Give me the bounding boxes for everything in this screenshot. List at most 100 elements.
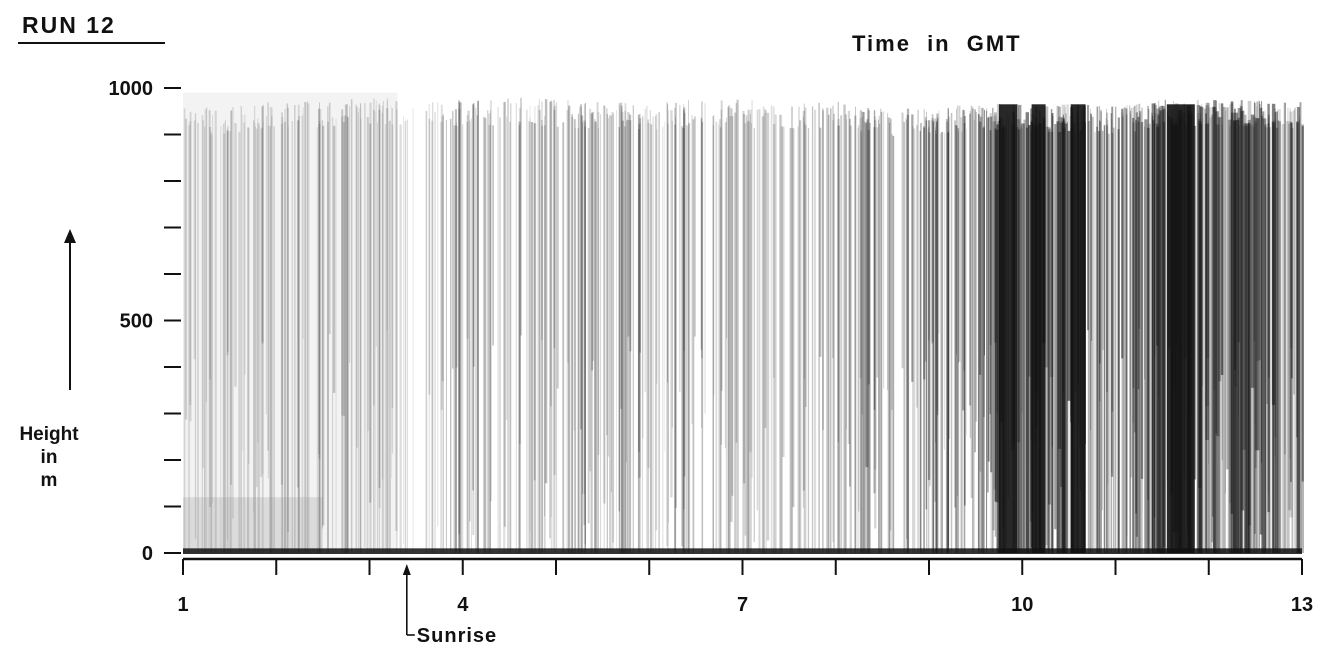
echo-streak [244,114,246,375]
echo-streak [1284,102,1286,455]
echo-streak [606,108,608,436]
echo-streak [728,105,731,554]
echo-streak [864,121,867,554]
echo-streak [506,116,508,420]
echo-streak [1294,107,1296,554]
echo-streak [267,102,269,451]
echo-streak [225,120,226,553]
echo-streak [1090,113,1092,553]
echo-streak [280,123,283,554]
echo-streak [607,117,610,457]
echo-streak [1099,121,1101,364]
echo-streak [450,119,452,553]
echo-streak [758,109,761,553]
echo-streak [837,118,840,554]
echo-streak [803,103,806,553]
echo-streak [936,113,939,553]
echo-streak [520,97,522,336]
echo-streak [743,114,746,484]
echo-streak [262,104,264,553]
echo-streak [582,122,583,494]
echo-streak [730,108,733,522]
echo-streak [1198,119,1200,553]
echo-streak [261,106,264,344]
echo-streak [861,111,865,554]
echo-streak [963,110,966,371]
echo-streak [1274,108,1276,437]
echo-streak [262,121,264,475]
echo-streak [1252,116,1257,553]
echo-streak [283,121,286,554]
echo-streak [712,125,714,553]
echo-dense-band [1031,104,1046,554]
echo-streak [1021,128,1023,413]
echo-streak [619,105,621,553]
echo-streak [610,116,612,493]
echo-streak [1096,126,1098,553]
echo-streak [1046,126,1051,554]
echo-streak [666,102,668,547]
echo-streak [1254,102,1256,534]
echo-streak [833,113,835,553]
echo-streak [538,109,541,554]
echo-streak [301,115,304,553]
echo-streak [1051,130,1053,448]
echo-streak [890,118,892,531]
echo-streak [995,129,999,503]
echo-streak [674,102,677,508]
echo-streak [1159,111,1162,553]
echo-streak [727,107,730,553]
echo-streak [790,127,793,554]
echo-streak [892,135,895,554]
echo-streak [664,121,666,452]
echo-streak [600,114,602,554]
x-tick-label: 4 [457,594,469,616]
echo-streak [1229,104,1231,553]
echo-streak [932,120,935,554]
echo-streak [359,103,362,553]
echo-streak [406,119,408,553]
echo-streak [750,123,752,553]
echo-streak [1018,106,1019,554]
echo-streak [712,116,714,553]
echo-streak [997,121,999,554]
echo-streak [718,124,720,554]
echo-streak [553,109,556,349]
echo-streak [1217,117,1222,382]
echo-streak [650,124,653,554]
echo-streak [966,128,967,436]
echo-streak [668,109,669,524]
echo-streak [844,114,847,554]
echo-streak [978,121,982,375]
echo-streak [679,104,681,393]
echo-streak [837,125,840,553]
echo-streak [384,124,387,553]
echo-streak [206,107,208,554]
echo-streak [867,130,870,553]
echo-streak [1101,130,1103,511]
echo-streak [1255,121,1257,468]
echo-streak [969,113,972,406]
echo-streak [450,118,452,554]
echo-streak [1266,127,1268,404]
echo-streak [1106,108,1108,554]
echo-streak [1162,105,1165,554]
echo-streak [1020,126,1022,554]
echo-streak [580,104,582,430]
echo-streak [1261,101,1262,464]
echo-streak [381,112,383,554]
echo-streak [454,109,457,553]
echo-streak [1125,114,1128,554]
echo-streak [1100,109,1102,553]
echo-streak [1289,108,1291,459]
echo-streak [973,120,975,553]
echo-streak [1099,120,1101,402]
echo-streak [780,126,783,554]
echo-streak [1244,114,1247,554]
echo-streak [302,107,304,339]
echo-streak [1226,107,1229,470]
echo-streak [874,120,877,529]
echo-streak [923,127,926,380]
echo-streak [562,122,565,554]
echo-streak [1213,100,1216,553]
